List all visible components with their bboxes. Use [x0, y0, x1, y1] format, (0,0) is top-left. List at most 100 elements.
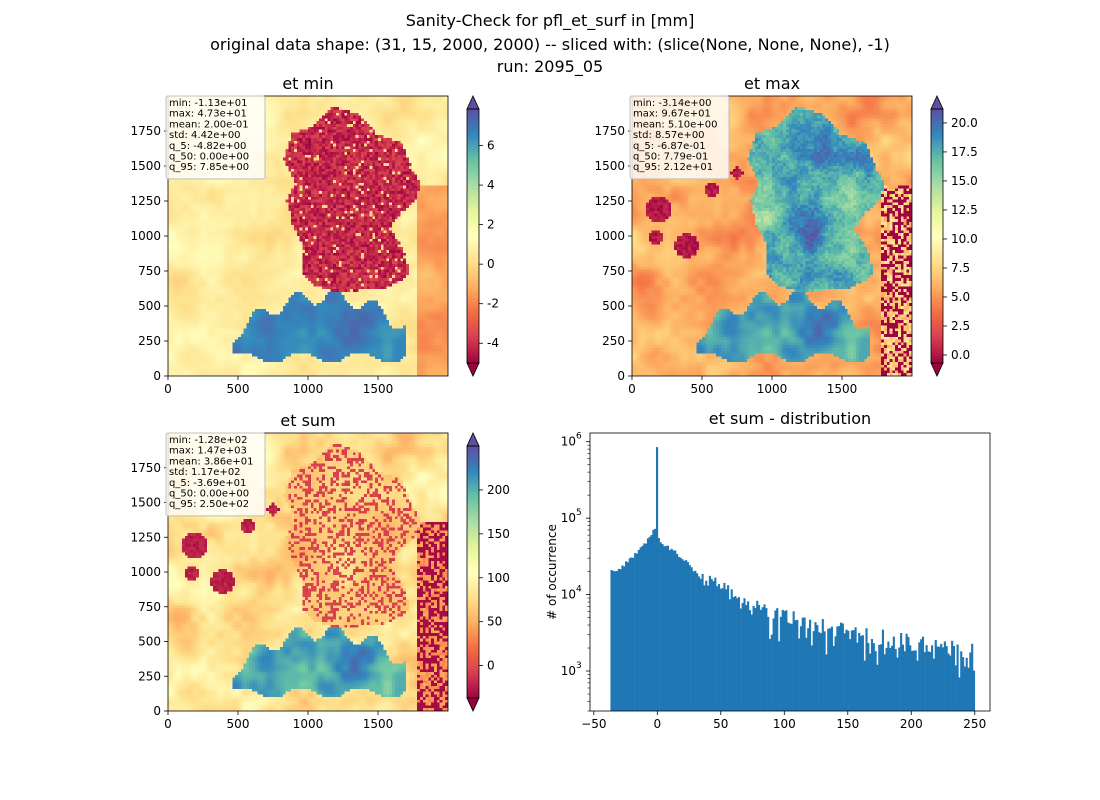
colorbar-extend-bottom: [466, 362, 480, 377]
histogram-bar: [805, 637, 808, 711]
colorbar-tick-label: 4: [487, 178, 495, 192]
colorbar-segment: [467, 446, 479, 449]
colorbar-segment: [467, 485, 479, 489]
colorbar-segment: [467, 515, 479, 518]
histogram-bar: [665, 545, 668, 711]
colorbar-segment: [467, 159, 479, 163]
colorbar-segment: [931, 263, 943, 267]
y-tick-label: 500: [138, 635, 161, 649]
histogram-bar: [610, 570, 613, 711]
histogram-bar: [794, 620, 797, 711]
histogram-bar: [788, 623, 792, 711]
colorbar-segment: [467, 546, 479, 550]
colorbar-extend-top: [466, 432, 480, 447]
histogram-bar: [628, 558, 631, 711]
y-tick-exponent: 4: [576, 585, 582, 595]
colorbar-segment: [931, 352, 943, 356]
colorbar-segment: [467, 115, 479, 119]
panel-title: et max: [744, 74, 800, 93]
histogram-bar: [807, 628, 810, 711]
histogram-bar: [896, 657, 899, 711]
colorbar-segment: [931, 119, 943, 123]
colorbar-segment: [467, 637, 479, 640]
histogram-bar: [676, 553, 679, 711]
histogram-bar: [967, 667, 970, 711]
colorbar-segment: [931, 170, 943, 174]
colorbar-segment: [931, 343, 943, 347]
histogram-bar: [641, 545, 644, 711]
colorbar-segment: [467, 542, 479, 546]
colorbar-segment: [467, 138, 479, 142]
histogram-bar: [839, 622, 843, 711]
panel-histogram: et sum - distribution −50 0 50 100 150 200 250 1…: [545, 409, 991, 731]
histogram-bar: [936, 646, 939, 711]
colorbar-segment: [467, 151, 479, 155]
colorbar-segment: [467, 679, 479, 682]
histogram-bar: [941, 647, 945, 711]
colorbar-segment: [931, 212, 943, 216]
histogram-bar: [814, 622, 817, 711]
histogram-bar: [827, 628, 830, 711]
y-tick-label: 0: [617, 369, 625, 383]
colorbar-segment: [467, 494, 479, 497]
colorbar-segment: [931, 242, 943, 246]
colorbar-segment: [467, 121, 479, 125]
histogram-bar: [927, 651, 930, 711]
histogram-bar: [914, 650, 917, 711]
colorbar-segment: [931, 257, 943, 260]
histogram-bar: [931, 645, 934, 711]
stats-line: q_5: -4.82e+00: [169, 141, 246, 152]
colorbar-tick-label: 150: [487, 527, 510, 541]
stats-line: q_5: -6.87e-01: [633, 141, 706, 152]
colorbar-segment: [931, 111, 943, 114]
colorbar-segment: [467, 681, 479, 684]
colorbar-segment: [931, 117, 943, 121]
histogram-bar: [686, 562, 690, 711]
histogram-bar: [637, 549, 640, 711]
colorbar-segment: [931, 221, 943, 224]
histogram-bar: [945, 646, 948, 711]
colorbar-segment: [467, 653, 479, 657]
colorbar-extend-top: [466, 95, 480, 110]
colorbar-segment: [931, 121, 943, 125]
colorbar-segment: [467, 123, 479, 127]
panel-title: et min: [282, 74, 333, 93]
y-tick-label: 250: [138, 669, 161, 683]
colorbar-segment: [931, 261, 943, 265]
colorbar-segment: [467, 580, 479, 584]
colorbar-tick-label: 2.5: [951, 319, 970, 333]
colorbar-segment: [467, 303, 479, 307]
histogram-bar: [887, 641, 890, 711]
colorbar-segment: [467, 269, 479, 273]
y-tick-label: 10: [561, 664, 576, 678]
y-tick-label: 1500: [594, 159, 625, 173]
histogram-bar: [697, 576, 701, 711]
x-tick-label: 250: [963, 717, 986, 731]
colorbar-segment: [467, 263, 479, 267]
colorbar-segment: [931, 286, 943, 290]
colorbar-segment: [467, 274, 479, 277]
histogram-bar: [823, 631, 826, 711]
colorbar-segment: [931, 113, 943, 116]
y-tick-label: 1500: [130, 159, 161, 173]
colorbar-segment: [467, 498, 479, 502]
colorbar-segment: [467, 530, 479, 533]
colorbar-segment: [931, 265, 943, 269]
colorbar-segment: [931, 214, 943, 218]
colorbar-segment: [467, 322, 479, 326]
colorbar-segment: [931, 301, 943, 305]
colorbar-segment: [931, 210, 943, 214]
histogram-bar: [747, 601, 750, 711]
colorbar-segment: [467, 276, 479, 279]
stats-line: min: -1.13e+01: [169, 98, 248, 109]
colorbar-segment: [467, 483, 479, 487]
colorbar-segment: [467, 569, 479, 573]
histogram-bar: [801, 617, 804, 711]
colorbar-segment: [467, 521, 479, 525]
colorbar-segment: [467, 616, 479, 619]
colorbar-segment: [931, 255, 943, 258]
colorbar-segment: [467, 607, 479, 611]
colorbar-segment: [931, 333, 943, 337]
histogram-bar: [872, 643, 875, 711]
